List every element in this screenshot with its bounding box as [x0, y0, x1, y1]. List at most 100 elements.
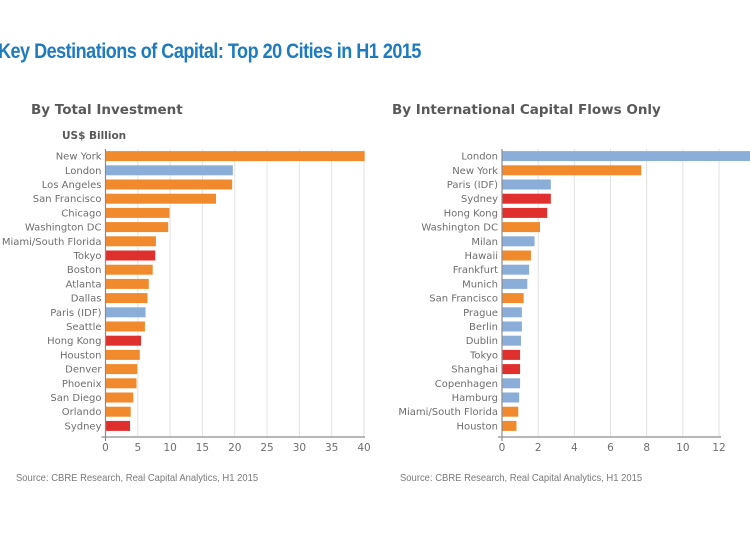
bar-chicago	[105, 207, 170, 218]
bar-new-york	[502, 165, 642, 176]
bar-san-francisco	[502, 293, 524, 304]
category-label: Tokyo	[469, 350, 498, 361]
category-label: Paris (IDF)	[50, 308, 101, 319]
bar-washington-dc	[502, 222, 540, 233]
international-flows-chart: London New York Paris (IDF) Sydney Hong Kong…	[398, 149, 750, 454]
category-label: Munich	[462, 279, 498, 290]
category-label: Sydney	[461, 194, 498, 205]
bar-milan	[502, 236, 535, 247]
category-label: Hong Kong	[47, 336, 101, 347]
x-tick-label: 4	[571, 442, 578, 454]
bar-washington-dc	[105, 222, 169, 233]
bar-new-york	[105, 151, 365, 162]
category-label: London	[65, 166, 102, 177]
bar-miami-south-florida	[502, 406, 519, 417]
category-label: Hamburg	[452, 393, 498, 404]
bar-miami-south-florida	[105, 236, 156, 247]
x-tick-label: 40	[357, 442, 370, 454]
bar-seattle	[105, 321, 145, 332]
bar-tokyo	[502, 349, 521, 360]
x-tick-label: 10	[163, 442, 176, 454]
category-label: New York	[56, 152, 102, 163]
bar-paris-idf-	[105, 307, 146, 318]
category-label: Boston	[67, 265, 102, 276]
category-label: Miami/South Florida	[2, 237, 102, 248]
category-label: Tokyo	[73, 251, 102, 262]
category-label: Phoenix	[62, 379, 102, 390]
bar-london	[105, 165, 233, 176]
bar-houston	[105, 349, 140, 360]
category-label: Frankfurt	[453, 265, 498, 276]
bar-hawaii	[502, 250, 531, 261]
category-label: Copenhagen	[435, 379, 498, 390]
category-label: Houston	[60, 350, 102, 361]
category-label: London	[461, 152, 498, 163]
category-label: Dallas	[71, 294, 102, 305]
bar-boston	[105, 264, 153, 275]
category-label: Sydney	[64, 421, 101, 432]
x-tick-label: 10	[676, 442, 689, 454]
category-label: Atlanta	[66, 279, 102, 290]
bar-hong-kong	[105, 335, 142, 346]
bar-prague	[502, 307, 522, 318]
source-note-left: Source: CBRE Research, Real Capital Anal…	[16, 472, 259, 484]
category-label: San Diego	[50, 393, 101, 404]
bar-berlin	[502, 321, 522, 332]
category-label: Hong Kong	[444, 208, 498, 219]
category-label: Milan	[471, 237, 498, 248]
x-tick-label: 20	[228, 442, 241, 454]
chart-title-total-investment: By Total Investment	[31, 102, 183, 118]
category-label: Hawaii	[464, 251, 498, 262]
chart-title-international-flows: By International Capital Flows Only	[392, 102, 661, 118]
x-tick-label: 35	[325, 442, 338, 454]
category-label: Miami/South Florida	[398, 407, 498, 418]
bar-orlando	[105, 406, 131, 417]
bar-phoenix	[105, 378, 137, 389]
category-label: Prague	[463, 308, 498, 319]
bar-munich	[502, 278, 528, 289]
category-label: Orlando	[62, 407, 102, 418]
bar-dublin	[502, 335, 521, 346]
unit-label: US$ Billion	[62, 130, 127, 142]
x-tick-label: 6	[607, 442, 614, 454]
category-label: San Francisco	[33, 194, 102, 205]
bar-tokyo	[105, 250, 156, 261]
bar-hong-kong	[502, 207, 548, 218]
x-tick-label: 5	[134, 442, 141, 454]
category-label: San Francisco	[429, 294, 498, 305]
bar-sydney	[502, 193, 551, 204]
bar-copenhagen	[502, 378, 521, 389]
bar-hamburg	[502, 392, 520, 403]
x-tick-label: 2	[535, 442, 542, 454]
total-investment-chart: New York London Los Angeles San Francisco Ch…	[2, 149, 371, 454]
category-label: Berlin	[469, 322, 498, 333]
category-label: Seattle	[66, 322, 101, 333]
x-tick-label: 25	[260, 442, 273, 454]
category-label: Dublin	[466, 336, 498, 347]
x-tick-label: 15	[196, 442, 209, 454]
page-title: Key Destinations of Capital: Top 20 Citi…	[0, 40, 421, 63]
bar-houston	[502, 420, 517, 431]
x-tick-label: 30	[293, 442, 306, 454]
bar-london	[502, 151, 750, 162]
category-label: Houston	[456, 421, 498, 432]
source-note-right: Source: CBRE Research, Real Capital Anal…	[400, 472, 643, 484]
category-label: Denver	[65, 365, 102, 376]
bar-dallas	[105, 293, 148, 304]
bar-sydney	[105, 420, 131, 431]
bar-paris-idf-	[502, 179, 551, 190]
bar-los-angeles	[105, 179, 233, 190]
category-label: Chicago	[61, 208, 101, 219]
category-label: New York	[452, 166, 498, 177]
x-tick-label: 0	[102, 442, 109, 454]
bar-shanghai	[502, 364, 521, 375]
x-tick-label: 12	[712, 442, 725, 454]
bar-san-diego	[105, 392, 134, 403]
bar-san-francisco	[105, 193, 217, 204]
category-label: Shanghai	[451, 365, 498, 376]
x-tick-label: 0	[499, 442, 506, 454]
category-label: Los Angeles	[42, 180, 102, 191]
category-label: Washington DC	[421, 223, 498, 234]
category-label: Paris (IDF)	[447, 180, 498, 191]
bar-frankfurt	[502, 264, 530, 275]
